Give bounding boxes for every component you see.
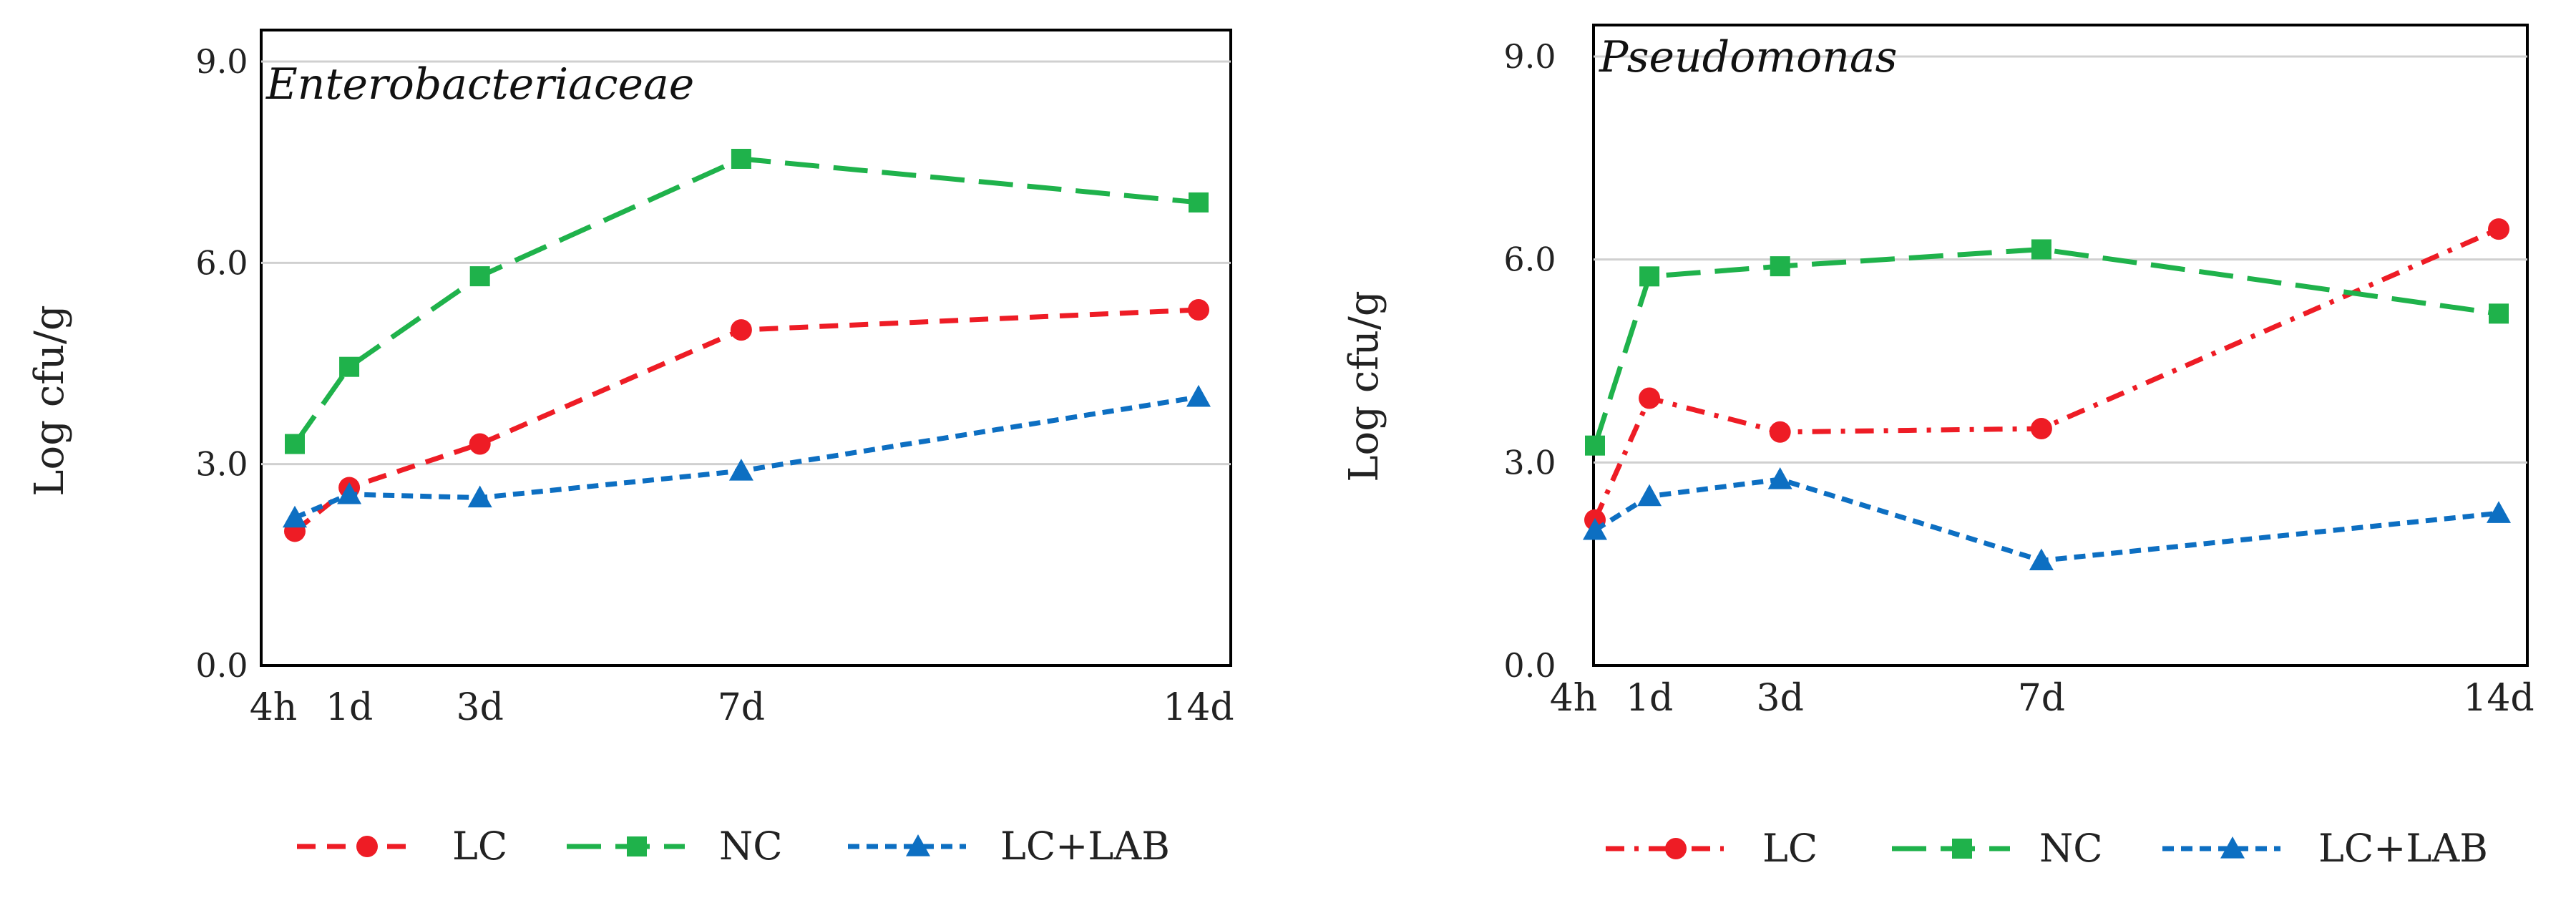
data-point — [2029, 548, 2054, 571]
data-point — [1769, 421, 1791, 443]
data-point — [730, 319, 752, 341]
y-tick-label: 9.0 — [1503, 37, 1556, 76]
data-point — [2030, 418, 2052, 440]
chart-title: Enterobacteriaceae — [265, 59, 694, 109]
legend-swatch-marker — [1665, 838, 1687, 859]
series-nc — [1585, 239, 2509, 456]
legend-item: NC — [567, 824, 783, 869]
x-tick-label: 7d — [718, 686, 765, 729]
series-nc — [285, 148, 1209, 454]
data-point — [1639, 387, 1661, 409]
data-point — [469, 266, 490, 287]
y-tick-labels: 0.0 3.0 6.0 9.0 — [195, 42, 248, 685]
data-point — [1770, 256, 1790, 277]
plot-area-frame — [1592, 24, 2529, 667]
series-lc — [1584, 218, 2509, 531]
series-group — [283, 148, 1211, 542]
y-tick-label: 6.0 — [1503, 240, 1556, 279]
legend: LC NC LC+LAB — [297, 824, 1170, 869]
data-point — [1186, 384, 1211, 407]
series-line — [1592, 226, 2500, 522]
x-tick-label: 14d — [2463, 677, 2534, 720]
y-tick-label: 6.0 — [195, 243, 248, 282]
series-lc — [284, 298, 1209, 542]
series-lc-lab — [283, 384, 1211, 528]
legend-swatch-marker — [906, 834, 930, 856]
data-point — [469, 433, 491, 455]
legend-label: NC — [719, 824, 783, 869]
y-tick-label: 3.0 — [1503, 443, 1556, 482]
y-tick-label: 0.0 — [1503, 646, 1556, 685]
y-tick-label: 0.0 — [195, 646, 248, 685]
series-line — [293, 156, 1199, 446]
data-point — [337, 482, 362, 504]
y-axis-title: Log cfu/g — [26, 305, 73, 496]
y-tick-labels: 0.0 3.0 6.0 9.0 — [1503, 37, 1556, 685]
series-line — [1592, 246, 2499, 446]
gridlines — [1594, 55, 2527, 464]
legend-item: LC+LAB — [848, 824, 1170, 869]
x-tick-labels: 4h 1d 3d 7d 14d — [1550, 677, 2534, 720]
x-tick-label: 3d — [456, 686, 503, 729]
series-line — [293, 394, 1199, 520]
data-point — [731, 148, 751, 169]
data-point — [2488, 218, 2509, 240]
gridlines — [261, 60, 1231, 466]
x-tick-label: 1d — [1626, 677, 1673, 720]
y-tick-label: 9.0 — [195, 42, 248, 81]
legend-label: LC+LAB — [1000, 824, 1170, 869]
x-tick-label: 14d — [1163, 686, 1234, 729]
chart-pseudomonas: 0.0 3.0 6.0 9.0 4h 1d 3d 7d 14d Pseudomonas Log… — [1341, 24, 2534, 871]
series-lc-lab — [1583, 467, 2511, 571]
chart-title: Pseudomonas — [1599, 32, 1897, 82]
data-point — [2489, 303, 2509, 324]
x-tick-label: 3d — [1756, 677, 1803, 720]
data-point — [283, 505, 307, 528]
x-tick-label: 1d — [326, 686, 373, 729]
legend-swatch-marker — [1952, 839, 1972, 859]
data-point — [1637, 484, 1662, 507]
legend-swatch-marker — [2220, 836, 2245, 859]
series-line — [1594, 477, 2499, 563]
series-group — [1583, 218, 2511, 571]
data-point — [285, 434, 305, 454]
data-point — [1188, 298, 1209, 321]
legend-label: LC — [452, 824, 507, 869]
data-point — [2487, 501, 2511, 523]
y-tick-label: 3.0 — [195, 445, 248, 484]
data-point — [2031, 239, 2051, 260]
legend-label: NC — [2039, 826, 2103, 871]
legend-label: LC+LAB — [2318, 826, 2488, 871]
data-point — [467, 485, 492, 508]
x-tick-label: 4h — [250, 686, 298, 729]
legend-item: LC — [297, 824, 507, 869]
data-point — [1767, 467, 1792, 489]
chart-enterobacteriaceae: 0.0 3.0 6.0 9.0 4h 1d 3d 7d 14d Enterobacteriac… — [26, 29, 1234, 869]
legend-item: NC — [1892, 826, 2103, 871]
legend-item: LC — [1606, 826, 1818, 871]
x-tick-label: 4h — [1550, 677, 1598, 720]
y-axis-title: Log cfu/g — [1341, 291, 1387, 482]
legend: LC NC LC+LAB — [1606, 826, 2488, 871]
data-point — [1189, 192, 1209, 213]
data-point — [1585, 435, 1605, 456]
legend-item: LC+LAB — [2162, 826, 2488, 871]
legend-swatch-marker — [356, 836, 378, 857]
x-tick-labels: 4h 1d 3d 7d 14d — [250, 686, 1234, 729]
data-point — [339, 356, 360, 377]
legend-label: LC — [1762, 826, 1818, 871]
legend-swatch-marker — [627, 836, 647, 856]
data-point — [1583, 517, 1607, 540]
plot-area-frame — [260, 29, 1232, 667]
data-point — [1639, 266, 1660, 287]
data-point — [728, 459, 753, 481]
x-tick-label: 7d — [2018, 677, 2065, 720]
